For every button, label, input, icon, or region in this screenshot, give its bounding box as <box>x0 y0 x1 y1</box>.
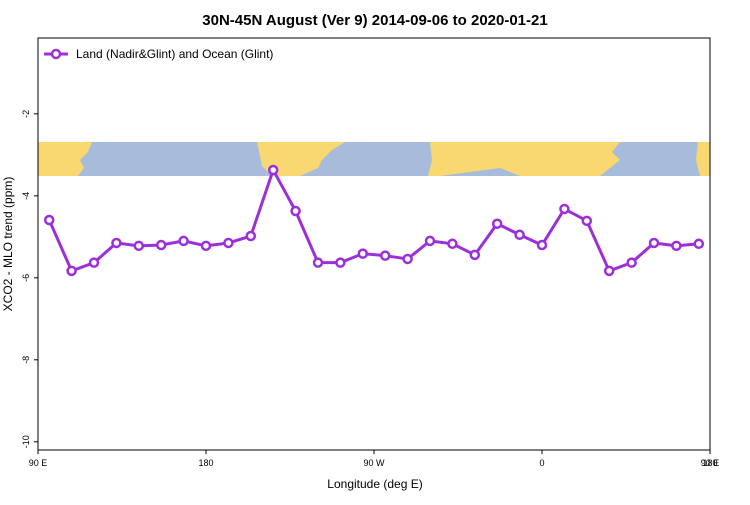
point <box>469 249 481 261</box>
point <box>379 250 391 261</box>
x-tick-label: 90 E <box>29 458 48 468</box>
x-tick-label: 180 <box>198 458 213 468</box>
y-tick-label: -6 <box>21 274 31 282</box>
point <box>155 239 167 251</box>
point <box>245 230 257 242</box>
y-tick-label: -4 <box>21 192 31 200</box>
point <box>559 203 570 215</box>
point <box>626 257 637 268</box>
point <box>133 240 145 252</box>
point <box>200 240 212 252</box>
x-tick-label: 90 E <box>701 458 720 468</box>
map-band <box>38 142 710 176</box>
legend-marker <box>50 48 62 60</box>
point <box>491 218 503 229</box>
point <box>424 235 436 247</box>
point <box>43 214 55 226</box>
point <box>178 235 189 247</box>
x-axis-label: Longitude (deg E) <box>327 477 422 491</box>
legend-label: Land (Nadir&Glint) and Ocean (Glint) <box>76 47 273 61</box>
y-tick-label: -8 <box>21 356 31 364</box>
point <box>671 240 682 252</box>
point <box>223 237 234 249</box>
point <box>447 238 458 250</box>
chart-title: 30N-45N August (Ver 9) 2014-09-06 to 202… <box>202 12 547 29</box>
point <box>290 205 301 217</box>
y-axis-label: XCO2 - MLO trend (ppm) <box>1 177 15 312</box>
point <box>88 257 100 268</box>
point <box>648 237 660 249</box>
point <box>536 239 548 251</box>
y-tick-label: -2 <box>21 110 31 118</box>
point <box>267 164 279 176</box>
point <box>335 257 346 268</box>
point <box>312 257 324 268</box>
point <box>514 229 525 241</box>
point <box>693 238 705 250</box>
y-tick-label: -10 <box>21 435 31 448</box>
point <box>581 215 593 227</box>
point <box>66 265 77 277</box>
point <box>357 248 369 259</box>
point <box>402 253 413 265</box>
x-tick-label: 0 <box>539 458 544 468</box>
x-tick-label: 180 <box>702 458 717 468</box>
x-tick-label: 90 W <box>363 458 385 468</box>
point <box>111 237 122 249</box>
point <box>603 265 615 277</box>
